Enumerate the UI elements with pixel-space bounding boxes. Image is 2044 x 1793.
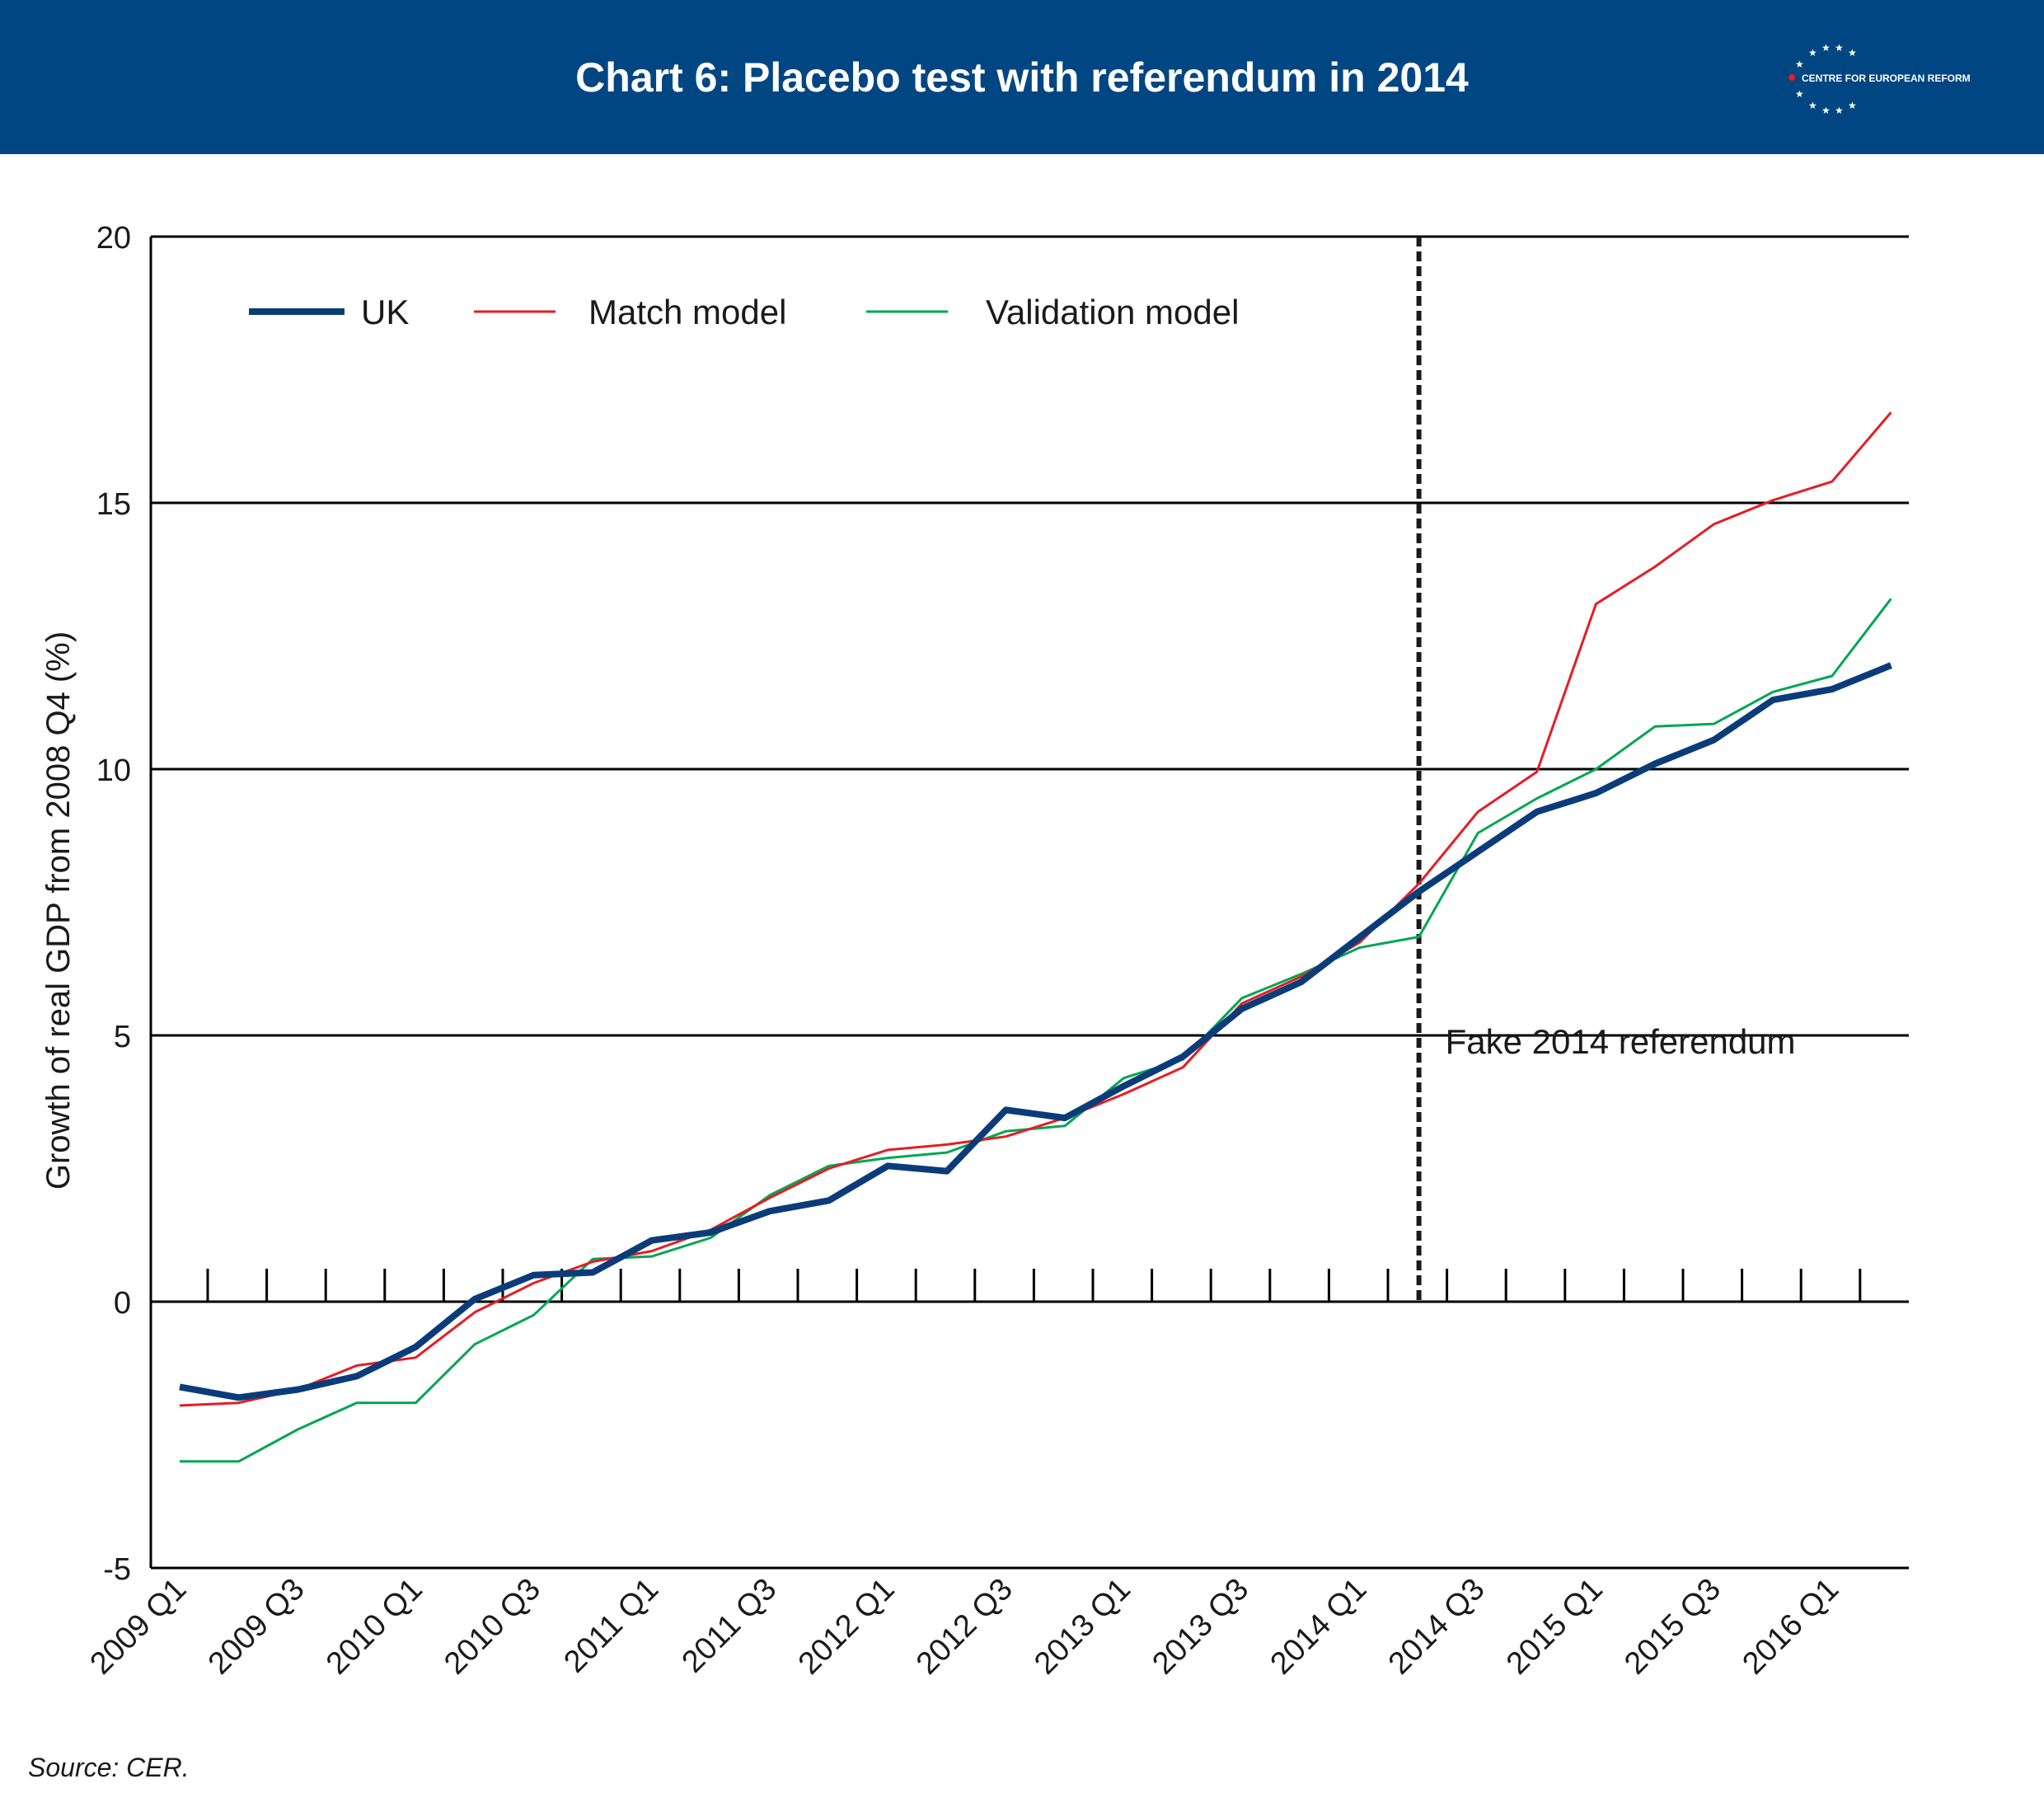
y-axis-label: Growth of real GDP from 2008 Q4 (%)	[40, 631, 77, 1190]
x-tick-label: 2013 Q1	[1028, 1572, 1137, 1682]
logo-red-dot-icon	[1788, 74, 1795, 81]
x-tick-label: 2012 Q3	[910, 1572, 1020, 1682]
x-tick-label: 2010 Q1	[320, 1572, 429, 1682]
logo-star-icon: ★	[1835, 105, 1844, 116]
legend-label-match-model: Match model	[588, 293, 786, 331]
y-tick-label: 5	[114, 1020, 131, 1054]
x-tick-label: 2011 Q1	[557, 1572, 665, 1680]
x-tick-label: 2009 Q1	[84, 1572, 194, 1682]
logo-star-icon: ★	[1795, 59, 1804, 70]
logo-star-icon: ★	[1848, 100, 1857, 111]
logo-star-icon: ★	[1821, 42, 1831, 54]
legend-label-validation-model: Validation model	[986, 293, 1239, 331]
logo-star-icon: ★	[1835, 42, 1844, 54]
series-line-validation-model	[180, 598, 1892, 1463]
x-tick-label: 2012 Q1	[792, 1572, 902, 1682]
y-tick-label: -5	[103, 1552, 131, 1587]
x-tick-label: 2009 Q3	[202, 1572, 312, 1682]
x-tick-label: 2015 Q3	[1618, 1572, 1728, 1682]
logo-star-icon: ★	[1848, 47, 1857, 59]
header-bar	[0, 0, 2044, 154]
legend-label-uk: UK	[361, 293, 409, 331]
series-line-uk	[179, 662, 1892, 1401]
logo-star-icon: ★	[1808, 47, 1817, 59]
series-line-match-model	[179, 411, 1892, 1407]
x-tick-label: 2016 Q1	[1736, 1572, 1845, 1682]
x-tick-label: 2010 Q3	[438, 1572, 547, 1682]
x-tick-label: 2011 Q3	[676, 1572, 784, 1680]
cer-logo: CENTRE FOR EUROPEAN REFORM ★ ★ ★ ★ ★ ★ ★…	[1780, 41, 1995, 115]
x-tick-label: 2015 Q1	[1500, 1572, 1610, 1682]
logo-star-icon: ★	[1808, 100, 1817, 111]
annotation-label: Fake 2014 referendum	[1446, 1022, 1796, 1061]
logo-star-icon: ★	[1821, 105, 1831, 116]
x-tick-label: 2014 Q1	[1264, 1572, 1374, 1682]
logo-text: CENTRE FOR EUROPEAN REFORM	[1802, 73, 1971, 84]
chart-title: Chart 6: Placebo test with referendum in…	[575, 54, 1469, 101]
x-tick-label: 2013 Q3	[1146, 1572, 1255, 1682]
y-tick-label: 0	[114, 1286, 131, 1321]
x-tick-label: 2014 Q3	[1382, 1572, 1492, 1682]
logo-star-icon: ★	[1795, 88, 1804, 100]
line-chart: -5 0 5 10 15 20 Fake 2014 referendum 2009 Q1 200…	[40, 221, 1909, 1682]
source-note: Source: CER.	[28, 1753, 190, 1782]
y-tick-label: 20	[96, 221, 131, 256]
y-tick-label: 10	[96, 753, 131, 788]
y-tick-label: 15	[96, 487, 131, 522]
